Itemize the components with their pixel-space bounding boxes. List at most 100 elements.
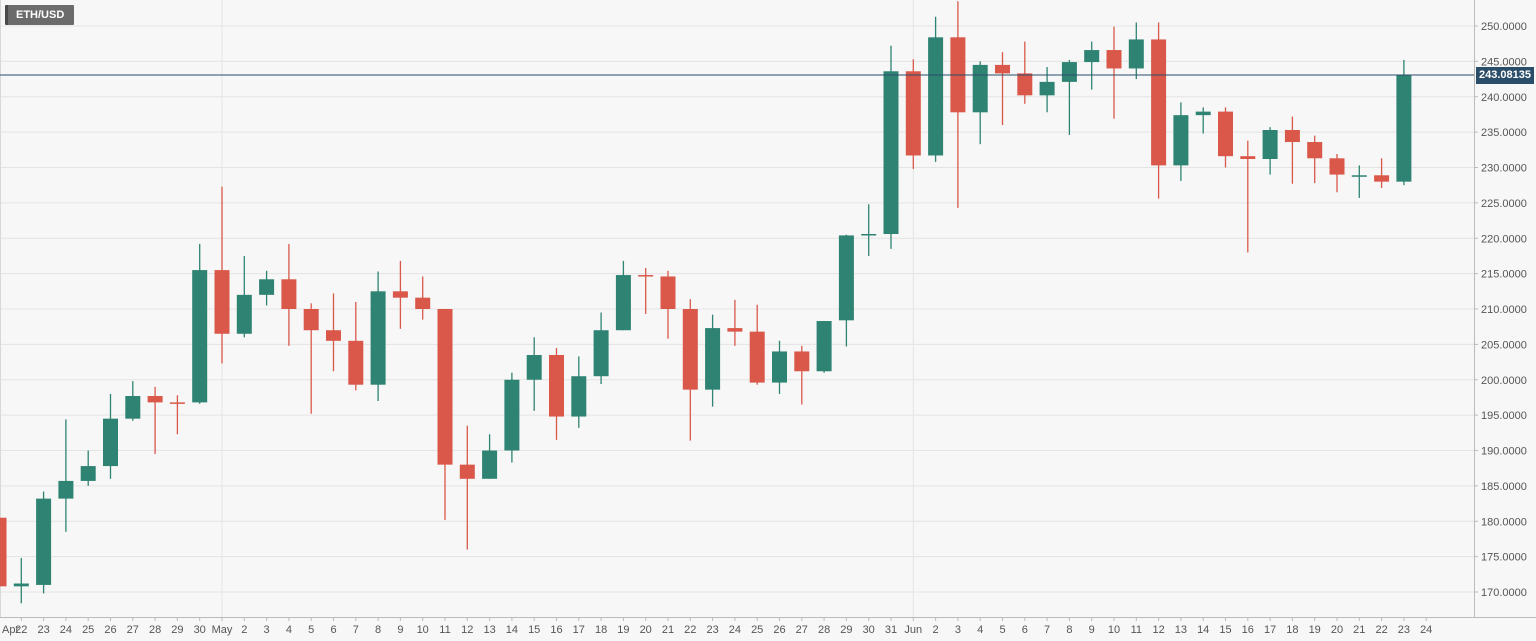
candle[interactable] (794, 345, 810, 405)
candle[interactable] (1396, 59, 1412, 186)
candle[interactable] (1128, 22, 1144, 80)
candle-body-down (660, 276, 676, 309)
y-tick-label: 170.0000 (1481, 587, 1527, 599)
candle[interactable] (0, 475, 7, 592)
candle[interactable] (838, 234, 854, 347)
candle[interactable] (1262, 127, 1278, 175)
candle[interactable] (437, 309, 453, 520)
x-tick-label: 20 (640, 624, 652, 636)
candle[interactable] (928, 16, 944, 162)
x-tick-label: 28 (149, 624, 161, 636)
candle[interactable] (214, 186, 230, 364)
candle[interactable] (459, 425, 475, 550)
candle[interactable] (571, 356, 587, 428)
candle-body-down (1307, 142, 1323, 159)
x-tick-label: 27 (796, 624, 808, 636)
y-tick-label: 205.0000 (1481, 339, 1527, 351)
current-price-tag: 243.08135 (1476, 66, 1534, 84)
candle[interactable] (883, 45, 899, 249)
candle[interactable] (1151, 22, 1167, 199)
candle[interactable] (103, 393, 118, 479)
candle-body-up (1061, 62, 1077, 82)
x-tick-label: 13 (1175, 624, 1187, 636)
x-tick-label: 15 (528, 624, 540, 636)
x-tick-label: 17 (1264, 624, 1276, 636)
candle[interactable] (125, 381, 141, 421)
candle[interactable] (482, 434, 498, 479)
candle[interactable] (504, 372, 520, 463)
candle[interactable] (1329, 154, 1345, 193)
candle[interactable] (348, 301, 364, 391)
candle[interactable] (526, 337, 542, 411)
x-tick-label: 25 (82, 624, 94, 636)
candle[interactable] (615, 260, 631, 331)
candle[interactable] (1374, 158, 1390, 189)
candle[interactable] (995, 52, 1010, 126)
candle[interactable] (392, 260, 408, 329)
candle-body-up (504, 379, 520, 451)
candle[interactable] (192, 243, 208, 404)
candle[interactable] (660, 270, 676, 339)
candle-body-up (1039, 81, 1055, 96)
candle[interactable] (370, 271, 386, 401)
candle-body-down (638, 275, 654, 277)
candle[interactable] (1284, 116, 1300, 184)
candle[interactable] (1195, 107, 1211, 134)
candle-body-up (1262, 130, 1278, 160)
candle[interactable] (281, 243, 297, 346)
candle[interactable] (549, 347, 564, 440)
candle[interactable] (1017, 41, 1033, 104)
candle[interactable] (1061, 59, 1077, 135)
candle-body-up (972, 64, 988, 113)
candle[interactable] (593, 312, 609, 384)
candle[interactable] (727, 299, 743, 346)
candle[interactable] (638, 267, 654, 314)
candle[interactable] (1307, 135, 1323, 184)
candle[interactable] (236, 255, 252, 338)
y-tick-label: 190.0000 (1481, 446, 1527, 458)
candle[interactable] (147, 386, 163, 455)
candle-body-up (571, 376, 587, 417)
candle[interactable] (303, 303, 319, 414)
candle[interactable] (36, 491, 52, 594)
candle[interactable] (1240, 140, 1256, 253)
candle[interactable] (326, 293, 341, 372)
candle[interactable] (861, 204, 877, 256)
candle[interactable] (1106, 26, 1122, 119)
x-tick-label: 7 (1044, 624, 1050, 636)
candle[interactable] (705, 314, 721, 407)
candle[interactable] (169, 395, 185, 435)
candle[interactable] (1218, 107, 1233, 168)
candle-body-up (1351, 175, 1367, 177)
x-tick-label: 29 (171, 624, 183, 636)
candle[interactable] (905, 59, 921, 169)
candle[interactable] (1173, 102, 1189, 181)
x-tick-label: 31 (885, 624, 897, 636)
candle[interactable] (259, 270, 275, 306)
candle[interactable] (816, 321, 832, 373)
x-tick-label: 26 (104, 624, 116, 636)
candle-body-down (214, 270, 230, 334)
candle-body-down (281, 279, 297, 309)
x-tick-label: 24 (729, 624, 741, 636)
candle[interactable] (80, 450, 96, 486)
candle[interactable] (1039, 67, 1055, 113)
candle[interactable] (13, 558, 29, 604)
candle[interactable] (682, 299, 698, 441)
y-tick-label: 240.0000 (1481, 92, 1527, 104)
x-tick-label: 12 (1152, 624, 1164, 636)
x-tick-label: 8 (1066, 624, 1072, 636)
candle[interactable] (749, 304, 765, 385)
candle[interactable] (415, 276, 431, 320)
candle[interactable] (1351, 165, 1367, 198)
x-tick-label: 27 (127, 624, 139, 636)
candle[interactable] (58, 419, 74, 532)
candles (0, 1, 1412, 604)
candle[interactable] (772, 340, 787, 394)
candle[interactable] (1084, 41, 1100, 90)
y-tick-label: 200.0000 (1481, 375, 1527, 387)
candle-body-down (1106, 50, 1122, 69)
candle[interactable] (950, 1, 966, 208)
